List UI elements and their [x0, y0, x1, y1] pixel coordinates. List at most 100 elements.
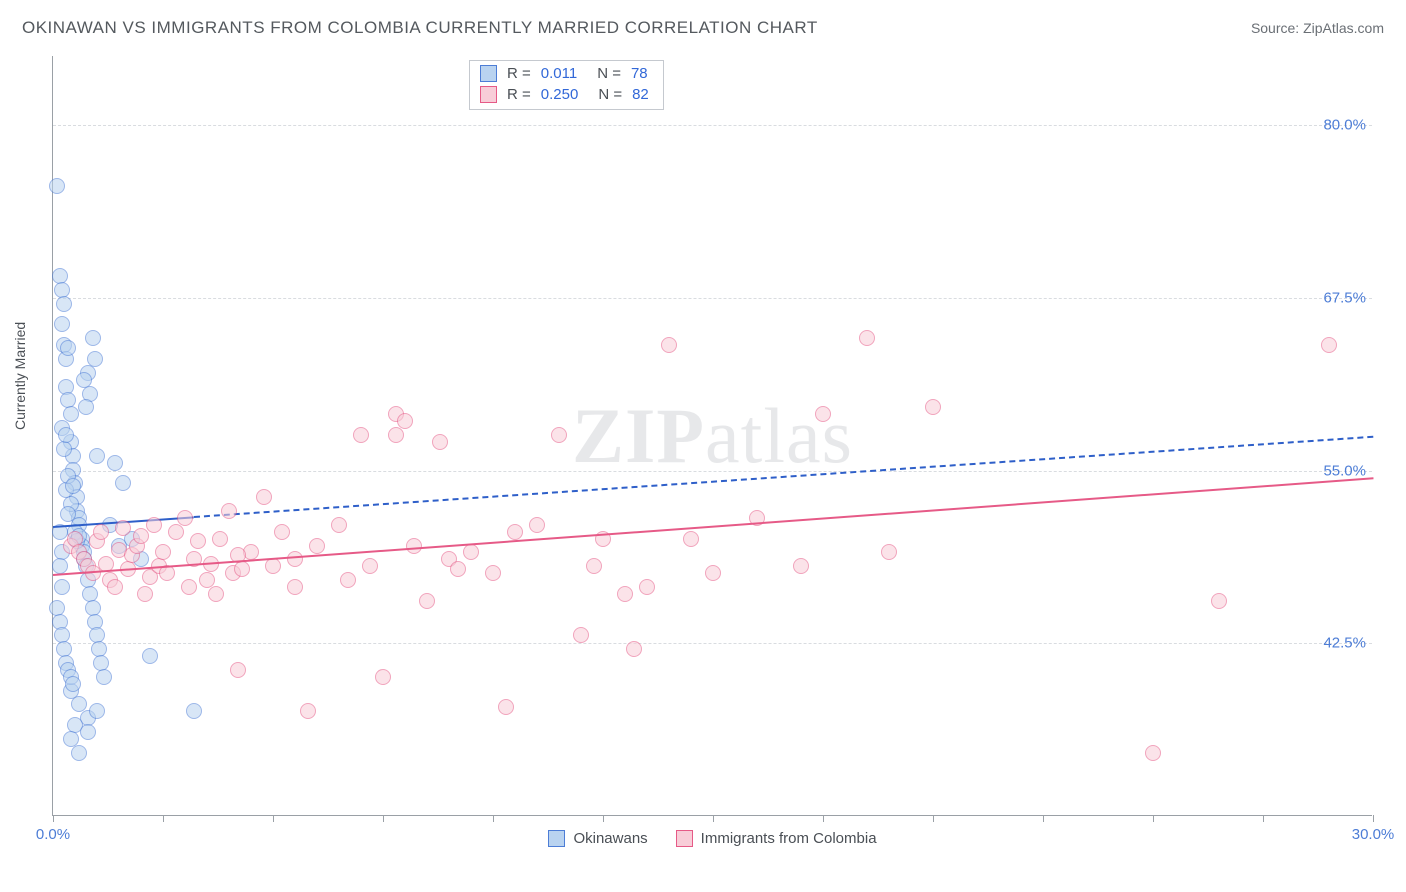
data-point	[115, 520, 131, 536]
x-tick	[1153, 815, 1154, 822]
x-tick	[163, 815, 164, 822]
data-point	[107, 455, 123, 471]
data-point	[60, 340, 76, 356]
data-point	[626, 641, 642, 657]
data-point	[181, 579, 197, 595]
legend-item: Okinawans	[548, 830, 647, 847]
y-tick-label: 42.5%	[1323, 635, 1366, 652]
n-value: 82	[632, 86, 649, 103]
x-tick	[1373, 815, 1374, 822]
data-point	[107, 579, 123, 595]
data-point	[146, 517, 162, 533]
data-point	[815, 406, 831, 422]
legend-swatch	[548, 830, 565, 847]
correlation-stats-box: R = 0.011N = 78R = 0.250N = 82	[469, 60, 664, 110]
data-point	[89, 703, 105, 719]
trend-line	[53, 477, 1373, 576]
x-tick-label: 0.0%	[36, 826, 70, 843]
data-point	[115, 475, 131, 491]
x-tick	[823, 815, 824, 822]
data-point	[190, 533, 206, 549]
y-tick-label: 55.0%	[1323, 462, 1366, 479]
data-point	[793, 558, 809, 574]
data-point	[287, 551, 303, 567]
data-point	[96, 669, 112, 685]
data-point	[256, 489, 272, 505]
data-point	[683, 531, 699, 547]
data-point	[859, 330, 875, 346]
chart-title: OKINAWAN VS IMMIGRANTS FROM COLOMBIA CUR…	[22, 18, 818, 38]
data-point	[300, 703, 316, 719]
data-point	[507, 524, 523, 540]
x-tick	[1263, 815, 1264, 822]
data-point	[208, 586, 224, 602]
data-point	[76, 372, 92, 388]
x-tick	[493, 815, 494, 822]
data-point	[265, 558, 281, 574]
watermark: ZIPatlas	[572, 391, 853, 481]
data-point	[230, 662, 246, 678]
x-tick-label: 30.0%	[1352, 826, 1395, 843]
x-tick	[383, 815, 384, 822]
bottom-legend: Okinawans Immigrants from Colombia	[53, 830, 1372, 847]
data-point	[498, 699, 514, 715]
data-point	[551, 427, 567, 443]
data-point	[925, 399, 941, 415]
x-tick	[603, 815, 604, 822]
trend-line	[194, 436, 1373, 518]
data-point	[529, 517, 545, 533]
legend-swatch	[480, 65, 497, 82]
data-point	[309, 538, 325, 554]
data-point	[177, 510, 193, 526]
data-point	[485, 565, 501, 581]
data-point	[1145, 745, 1161, 761]
data-point	[52, 558, 68, 574]
data-point	[56, 441, 72, 457]
source-label: Source: ZipAtlas.com	[1251, 20, 1384, 36]
r-value: 0.011	[541, 65, 577, 82]
data-point	[49, 178, 65, 194]
data-point	[234, 561, 250, 577]
data-point	[340, 572, 356, 588]
data-point	[54, 316, 70, 332]
data-point	[133, 528, 149, 544]
data-point	[463, 544, 479, 560]
data-point	[362, 558, 378, 574]
data-point	[450, 561, 466, 577]
data-point	[60, 506, 76, 522]
data-point	[186, 703, 202, 719]
data-point	[142, 648, 158, 664]
data-point	[639, 579, 655, 595]
data-point	[1211, 593, 1227, 609]
y-tick-label: 67.5%	[1323, 289, 1366, 306]
data-point	[56, 296, 72, 312]
y-axis-label: Currently Married	[12, 322, 28, 430]
data-point	[71, 745, 87, 761]
legend-item: Immigrants from Colombia	[676, 830, 877, 847]
data-point	[168, 524, 184, 540]
legend-label: Okinawans	[573, 830, 647, 847]
x-tick	[713, 815, 714, 822]
data-point	[89, 448, 105, 464]
data-point	[65, 676, 81, 692]
data-point	[881, 544, 897, 560]
gridline	[53, 125, 1372, 126]
x-tick	[53, 815, 54, 822]
data-point	[80, 724, 96, 740]
data-point	[78, 399, 94, 415]
data-point	[617, 586, 633, 602]
data-point	[58, 427, 74, 443]
data-point	[419, 593, 435, 609]
data-point	[65, 478, 81, 494]
gridline	[53, 298, 1372, 299]
y-tick-label: 80.0%	[1323, 117, 1366, 134]
data-point	[93, 524, 109, 540]
data-point	[331, 517, 347, 533]
legend-swatch	[676, 830, 693, 847]
legend-label: Immigrants from Colombia	[701, 830, 877, 847]
data-point	[388, 427, 404, 443]
data-point	[432, 434, 448, 450]
data-point	[353, 427, 369, 443]
x-tick	[933, 815, 934, 822]
data-point	[155, 544, 171, 560]
